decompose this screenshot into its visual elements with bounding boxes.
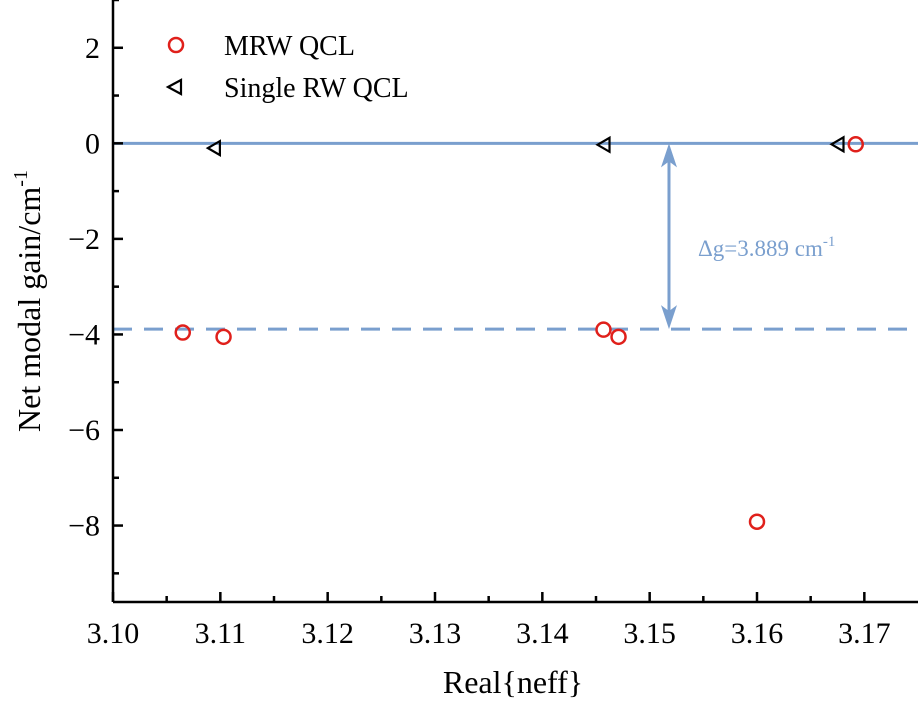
x-tick-label: 3.12: [301, 617, 354, 650]
legend-label-mrw: MRW QCL: [224, 31, 355, 62]
legend-marker-single-rw: [165, 78, 183, 96]
annotation-label-sup: -1: [823, 234, 836, 250]
single-rw-point-0: [205, 139, 221, 158]
legend-label-single-rw: Single RW QCL: [224, 73, 409, 104]
y-tick-label: −6: [68, 414, 100, 447]
y-tick-label: 0: [85, 127, 100, 160]
x-tick-label: 3.15: [623, 617, 676, 650]
annotation-label-text: Δg=3.889 cm: [698, 236, 823, 261]
reference-lines: [113, 141, 918, 331]
legend-marker-mrw: [167, 36, 185, 54]
y-axis-title: Net modal gain/cm-1: [10, 170, 47, 432]
data-points: [174, 135, 864, 530]
x-axis-ticks: 3.10 3.11 3.12 3.13 3.14 3.15 3.16 3.17: [87, 592, 891, 650]
mrw-point-5: [847, 136, 864, 153]
mrw-point-1: [215, 328, 232, 346]
y-axis-title-text: Net modal gain/cm: [11, 187, 47, 432]
mrw-point-3: [610, 328, 627, 346]
annotation-label: Δg=3.889 cm-1: [698, 234, 835, 261]
y-tick-label: 2: [85, 32, 100, 65]
plot-frame: [111, 0, 918, 604]
x-tick-label: 3.11: [195, 617, 246, 650]
y-tick-label: −8: [68, 510, 100, 543]
x-tick-label: 3.14: [516, 617, 569, 650]
x-tick-label: 3.13: [409, 617, 462, 650]
single-rw-point-1: [595, 135, 611, 154]
x-tick-label: 3.17: [838, 617, 891, 650]
single-rw-point-2: [829, 135, 845, 154]
annotation-arrowhead-top: [660, 143, 677, 168]
x-tick-label: 3.16: [731, 617, 784, 650]
legend: MRW QCL Single RW QCL: [165, 31, 409, 104]
mrw-point-0: [174, 324, 192, 341]
mrw-point-4: [748, 513, 766, 530]
annotation-arrowhead-bottom: [660, 305, 677, 330]
x-axis-title: Real{neff}: [443, 664, 583, 700]
x-tick-label: 3.10: [87, 617, 140, 650]
mrw-point-2: [595, 321, 612, 338]
y-tick-label: −2: [68, 223, 100, 256]
y-axis-ticks: 2 0 −2 −4 −6 −8: [68, 0, 123, 575]
y-tick-label: −4: [68, 318, 100, 351]
gain-difference-annotation: Δg=3.889 cm-1: [660, 143, 835, 330]
y-axis-title-sup: -1: [10, 170, 32, 187]
